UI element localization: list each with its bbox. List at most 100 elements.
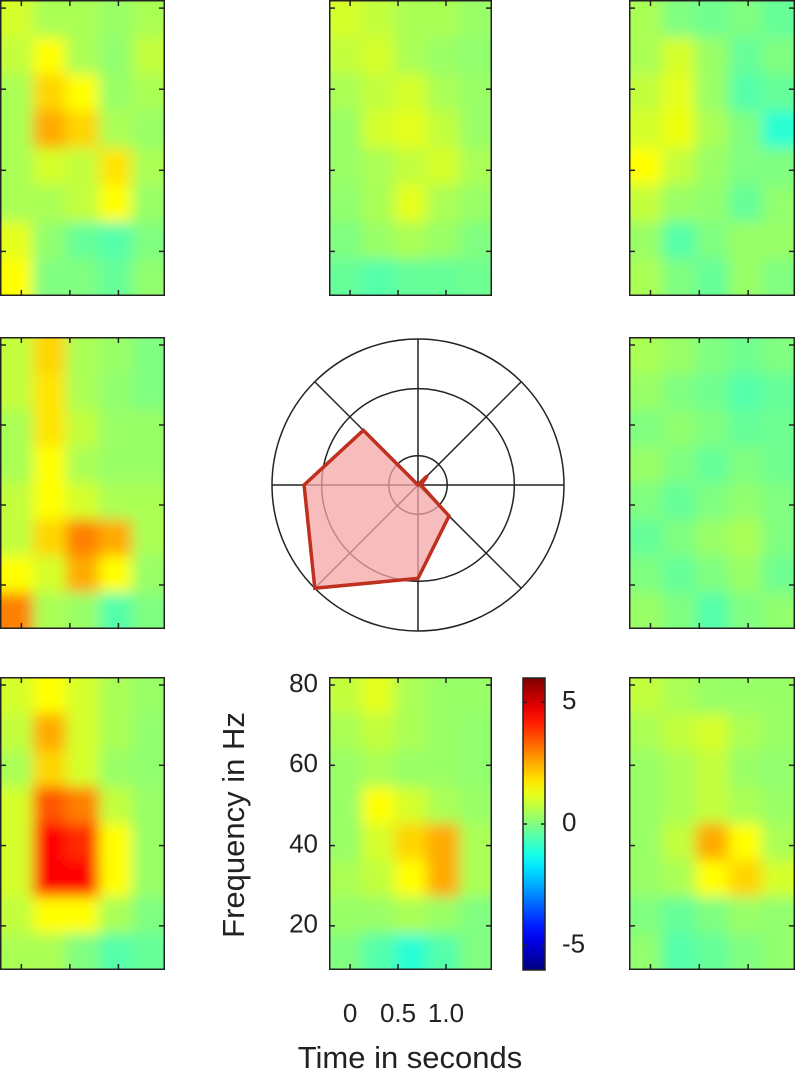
heatmap-cell	[426, 713, 460, 751]
heatmap-cell	[426, 0, 460, 38]
heatmap-cell	[459, 185, 492, 223]
heatmap-cell	[132, 556, 165, 593]
heatmap-cell	[761, 337, 795, 374]
heatmap-cell	[132, 823, 165, 861]
heatmap-cell	[662, 74, 696, 112]
heatmap-cell	[426, 37, 460, 75]
heatmap-cell	[0, 786, 34, 824]
heatmap-cell	[0, 259, 34, 296]
heatmap-cell	[33, 592, 67, 629]
heatmap-cell	[695, 786, 730, 824]
heatmap-cell	[132, 148, 165, 186]
heatmap-cell	[394, 750, 428, 788]
heatmap-cell	[629, 933, 663, 970]
heatmap-cell	[132, 111, 165, 149]
heatmap-cell	[33, 111, 67, 149]
heatmap-cell	[132, 896, 165, 934]
heatmap-panel	[629, 677, 795, 970]
heatmap-cell	[662, 896, 696, 934]
heatmap-cell	[459, 823, 492, 861]
heatmap-cell	[426, 786, 460, 824]
heatmap-cell	[459, 111, 492, 149]
heatmap-cell	[361, 148, 395, 186]
heatmap-cell	[99, 750, 133, 788]
y-tick-label: 20	[289, 909, 318, 939]
heatmap-cell	[629, 74, 663, 112]
heatmap-cell	[66, 222, 100, 260]
heatmap-cell	[662, 259, 696, 296]
heatmap-cell	[99, 0, 133, 38]
heatmap-cell	[99, 556, 133, 593]
y-tick-label: 40	[289, 828, 318, 858]
heatmap-cell	[662, 483, 696, 520]
heatmap-cell	[361, 37, 395, 75]
heatmap-cell	[728, 74, 763, 112]
heatmap-cell	[66, 483, 100, 520]
heatmap-cell	[99, 148, 133, 186]
heatmap-cell	[761, 713, 795, 751]
heatmap-cell	[662, 337, 696, 374]
heatmap-cell	[33, 750, 67, 788]
heatmap-cell	[361, 259, 395, 296]
heatmap-cell	[33, 373, 67, 411]
heatmap-cell	[761, 446, 795, 484]
heatmap-cell	[394, 823, 428, 861]
heatmap-cell	[426, 74, 460, 112]
heatmap-cells	[629, 677, 795, 970]
heatmap-cell	[99, 74, 133, 112]
heatmap-panel	[329, 0, 492, 296]
heatmap-cell	[33, 483, 67, 520]
heatmap-cell	[459, 786, 492, 824]
heatmap-cell	[761, 677, 795, 715]
heatmap-cell	[728, 337, 763, 374]
heatmap-panel	[629, 337, 795, 629]
heatmap-cell	[132, 592, 165, 629]
heatmap-cell	[99, 446, 133, 484]
heatmap-cell	[66, 74, 100, 112]
heatmap-cell	[329, 823, 363, 861]
heatmap-cell	[761, 111, 795, 149]
heatmap-cell	[695, 860, 730, 898]
heatmap-cell	[329, 74, 363, 112]
panel-frame	[0, 0, 165, 296]
heatmap-cell	[459, 222, 492, 260]
colorbar-tick-label: 5	[562, 685, 576, 715]
heatmap-cell	[329, 37, 363, 75]
heatmap-cell	[695, 556, 730, 593]
heatmap-cell	[99, 823, 133, 861]
heatmap-cell	[66, 786, 100, 824]
heatmap-cell	[0, 860, 34, 898]
y-tick-label: 80	[289, 668, 318, 698]
heatmap-cell	[459, 148, 492, 186]
heatmap-cell	[629, 786, 663, 824]
heatmap-cell	[426, 860, 460, 898]
heatmap-cell	[459, 259, 492, 296]
heatmap-cell	[394, 37, 428, 75]
colorbar-tick-label: -5	[562, 929, 585, 959]
heatmap-cell	[695, 519, 730, 557]
heatmap-cell	[132, 446, 165, 484]
heatmap-cell	[662, 713, 696, 751]
y-axis-label: Frequency in Hz	[216, 712, 251, 938]
heatmap-cells	[0, 0, 165, 296]
heatmap-cell	[629, 750, 663, 788]
heatmap-cell	[426, 185, 460, 223]
heatmap-cell	[329, 860, 363, 898]
heatmap-cell	[728, 677, 763, 715]
heatmap-cell	[728, 446, 763, 484]
heatmap-cell	[361, 750, 395, 788]
heatmap-cell	[99, 185, 133, 223]
heatmap-cell	[761, 222, 795, 260]
heatmap-cell	[33, 786, 67, 824]
heatmap-cell	[0, 933, 34, 970]
heatmap-cell	[361, 823, 395, 861]
heatmap-cell	[33, 222, 67, 260]
heatmap-cell	[761, 37, 795, 75]
heatmap-cell	[459, 896, 492, 934]
heatmap-cell	[0, 592, 34, 629]
heatmap-cells	[0, 337, 165, 629]
heatmap-cells	[0, 677, 165, 970]
heatmap-cell	[394, 677, 428, 715]
heatmap-cell	[728, 410, 763, 447]
